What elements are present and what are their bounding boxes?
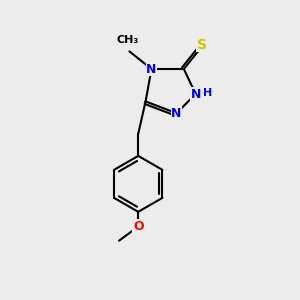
Text: N: N [190,88,201,100]
Text: CH₃: CH₃ [117,35,139,45]
Text: S: S [196,38,206,52]
Text: N: N [171,107,182,120]
Text: O: O [133,220,143,233]
Text: N: N [146,62,157,76]
Text: H: H [203,88,213,98]
